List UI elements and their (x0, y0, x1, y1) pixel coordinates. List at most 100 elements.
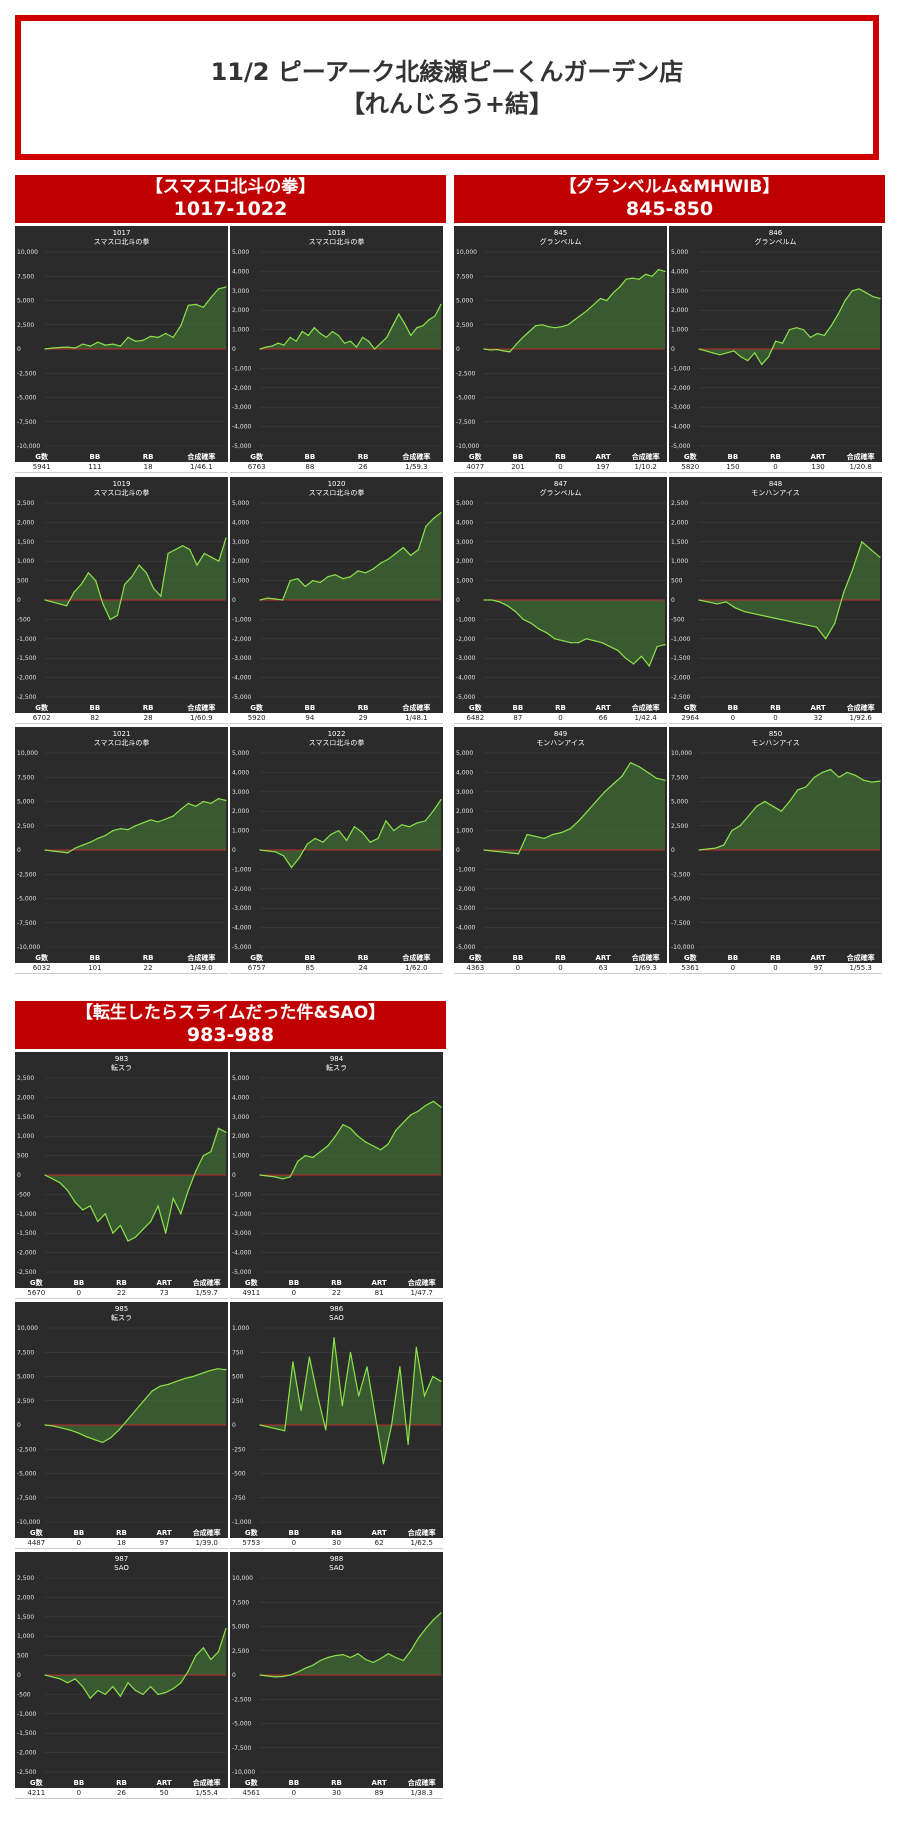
stats-header: ART (581, 703, 625, 713)
y-tick-label: -1,000 (232, 1519, 252, 1526)
data-point (645, 273, 647, 275)
data-point (165, 818, 167, 820)
data-point (698, 849, 700, 851)
y-tick-label: 5,000 (456, 750, 473, 757)
data-point (517, 853, 520, 855)
stats-value: 28 (121, 713, 175, 724)
stats-value: 1/59.3 (389, 462, 443, 473)
stats-value: 6482 (454, 713, 497, 724)
data-point (342, 1654, 344, 1656)
data-point (402, 547, 404, 549)
y-tick-label: 2,000 (17, 1594, 34, 1601)
y-tick-label: 1,000 (17, 558, 34, 565)
area-fill (45, 286, 226, 349)
data-point (535, 325, 537, 327)
y-tick-label: 2,500 (17, 1398, 34, 1405)
y-tick-label: -1,500 (671, 655, 691, 662)
data-point (319, 581, 321, 584)
y-tick-label: 1,000 (232, 578, 249, 585)
data-point (172, 1688, 174, 1690)
stats-header: RB (100, 1278, 143, 1288)
data-point (865, 292, 867, 294)
y-tick-label: -1,000 (17, 1711, 37, 1718)
stats-header: G数 (454, 953, 497, 963)
stats-value: 111 (68, 462, 122, 473)
data-point (180, 808, 182, 810)
stats-value: 18 (100, 1538, 143, 1549)
data-point (719, 354, 721, 356)
y-tick-label: 4,000 (232, 769, 249, 776)
data-point (131, 576, 133, 578)
data-point (217, 798, 220, 800)
y-tick-label: 0 (456, 346, 460, 353)
data-point (282, 1178, 284, 1180)
stats-value: 88 (283, 462, 337, 473)
data-point (823, 334, 825, 336)
data-point (440, 1612, 442, 1614)
data-point (387, 558, 389, 560)
data-point (747, 815, 749, 817)
stats-header: 合成確率 (624, 953, 667, 963)
data-point (74, 1201, 76, 1203)
data-point (289, 1674, 291, 1676)
y-tick-label: 4,000 (232, 268, 249, 275)
y-tick-label: -500 (17, 616, 31, 623)
stats-value: 0 (539, 713, 582, 724)
data-point (491, 599, 493, 601)
data-point (225, 1131, 227, 1133)
y-tick-label: 2,500 (17, 1075, 34, 1082)
machine-number: 983 (115, 1055, 128, 1063)
data-point (317, 1395, 319, 1397)
stats-header: ART (142, 1778, 186, 1788)
data-point (538, 628, 540, 630)
stats-value: 87 (496, 713, 540, 724)
stats-value: 5941 (15, 462, 69, 473)
y-tick-label: -3,000 (232, 1230, 252, 1237)
y-tick-label: 5,000 (456, 500, 473, 507)
data-point (180, 1213, 182, 1215)
stats-header: RB (336, 953, 390, 963)
page-title-line1: 11/2 ピーアーク北綾瀬ピーくんガーデン店 (210, 57, 684, 86)
y-tick-label: -2,000 (232, 886, 252, 893)
stats-header: BB (272, 1778, 316, 1788)
data-point (89, 345, 91, 347)
data-point (349, 1127, 352, 1129)
y-tick-label: 0 (17, 1172, 21, 1179)
data-point (872, 296, 874, 298)
stats-header: ART (796, 703, 840, 713)
data-point (127, 336, 129, 338)
data-point (586, 309, 588, 311)
data-point (102, 1441, 104, 1444)
machine-number: 846 (769, 229, 783, 237)
data-point (492, 850, 494, 852)
data-point (483, 599, 485, 601)
data-point (554, 327, 556, 329)
data-point (879, 556, 881, 558)
data-point (112, 830, 114, 832)
data-point (157, 1693, 159, 1695)
y-tick-label: 5,000 (671, 799, 688, 806)
data-point (87, 572, 89, 574)
data-point (698, 348, 700, 350)
stats-value: 1/55.4 (185, 1788, 228, 1799)
data-point (408, 826, 411, 828)
data-point (304, 1155, 306, 1157)
data-point (306, 843, 308, 845)
data-point (395, 552, 397, 554)
stats-header: 合成確率 (400, 1528, 443, 1538)
data-point (410, 1650, 412, 1652)
y-tick-label: -1,500 (17, 655, 37, 662)
data-point (187, 1189, 189, 1192)
data-point (632, 277, 634, 279)
data-point (609, 646, 611, 648)
data-point (342, 1124, 344, 1126)
data-point (196, 564, 198, 566)
area-fill (484, 600, 665, 666)
y-tick-label: -4,000 (232, 1250, 252, 1257)
data-point (195, 1170, 197, 1172)
y-tick-label: -2,000 (232, 1211, 252, 1218)
data-point (301, 330, 303, 333)
stats-table: G数 BB RB ART 合成確率 4211 0 26 50 1/55.4 (15, 1778, 228, 1799)
stats-header: BB (68, 703, 122, 713)
